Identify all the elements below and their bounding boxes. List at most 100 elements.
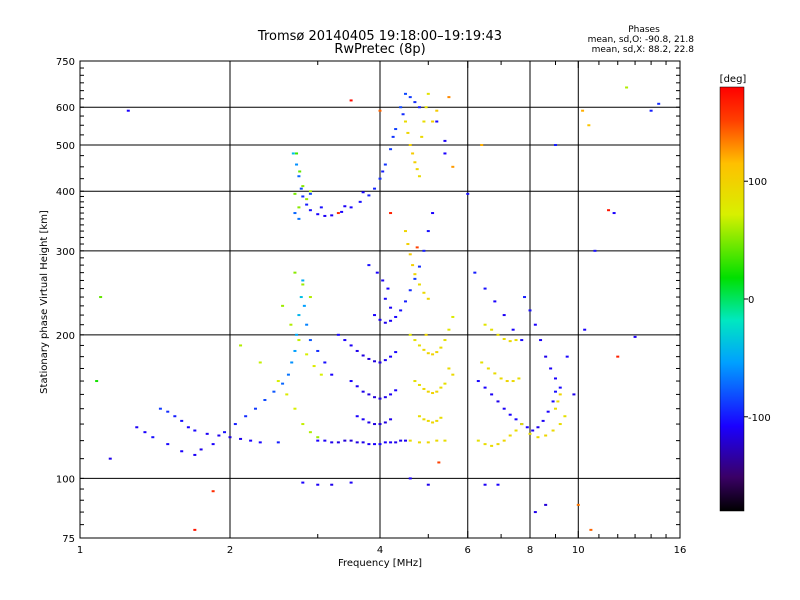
data-point-o — [301, 279, 305, 282]
data-point-o — [299, 187, 303, 190]
data-point-o — [316, 349, 320, 352]
data-point-x — [581, 109, 585, 112]
data-point-o — [373, 187, 377, 190]
data-point-o — [166, 410, 170, 413]
data-point-o — [473, 271, 477, 274]
data-point-o — [483, 287, 487, 290]
data-point-o — [389, 393, 393, 396]
data-point-x — [308, 296, 312, 299]
x-tick-label: 16 — [674, 545, 687, 556]
data-point-x — [413, 380, 417, 383]
data-point-o — [323, 214, 327, 217]
data-point-x — [417, 344, 421, 347]
y-tick-label: 300 — [56, 247, 75, 258]
data-point-x — [607, 209, 611, 212]
data-point-o — [173, 415, 177, 418]
data-point-o — [383, 421, 387, 424]
data-point-x — [316, 436, 320, 439]
data-point-o — [158, 407, 162, 410]
data-point-o — [336, 333, 340, 336]
data-point-o — [533, 323, 537, 326]
data-point-o — [367, 443, 371, 446]
data-point-o — [383, 396, 387, 399]
data-point-o — [394, 351, 398, 354]
data-point-x — [508, 340, 512, 343]
data-point-o — [426, 483, 430, 486]
data-point-o — [383, 321, 387, 324]
data-point-o — [383, 297, 387, 300]
data-point-o — [239, 437, 243, 440]
data-point-o — [435, 120, 439, 123]
data-point-x — [451, 315, 455, 318]
data-point-o — [330, 441, 334, 444]
data-point-o — [399, 106, 403, 109]
data-point-o — [383, 441, 387, 444]
data-point-x — [589, 528, 593, 531]
data-point-x — [499, 377, 503, 380]
data-point-o — [381, 279, 385, 282]
data-point-o — [413, 101, 417, 104]
data-point-x — [422, 348, 426, 351]
data-point-x — [403, 120, 407, 123]
data-point-x — [258, 361, 262, 364]
data-point-x — [281, 304, 285, 307]
data-point-o — [525, 426, 529, 429]
data-point-o — [361, 441, 365, 444]
data-point-x — [483, 323, 487, 326]
data-point-o — [361, 191, 365, 194]
y-tick-label: 750 — [56, 57, 75, 68]
data-point-x — [551, 429, 555, 432]
data-point-o — [389, 306, 393, 309]
data-point-x — [408, 253, 412, 256]
data-point-o — [305, 323, 309, 326]
data-point-x — [389, 212, 393, 215]
data-point-x — [563, 415, 567, 418]
data-point-x — [417, 283, 421, 286]
data-point-o — [223, 431, 227, 434]
data-point-o — [502, 407, 506, 410]
data-point-x — [587, 124, 591, 127]
data-point-o — [166, 443, 170, 446]
data-point-o — [408, 96, 412, 99]
data-point-x — [431, 120, 435, 123]
grid-lines — [80, 61, 680, 538]
data-point-x — [443, 439, 447, 442]
data-point-x — [426, 92, 430, 95]
data-point-o — [180, 419, 184, 422]
data-point-o — [544, 503, 548, 506]
data-point-x — [496, 443, 500, 446]
data-point-o — [657, 102, 661, 105]
data-point-x — [420, 135, 424, 138]
data-point-x — [408, 143, 412, 146]
data-point-o — [281, 382, 285, 385]
data-point-o — [399, 309, 403, 312]
data-point-x — [411, 264, 415, 267]
colorbar — [719, 86, 745, 512]
data-point-x — [297, 339, 301, 342]
data-point-o — [301, 195, 305, 198]
data-point-x — [435, 390, 439, 393]
y-tick-label: 100 — [56, 474, 75, 485]
data-point-x — [403, 230, 407, 233]
data-point-x — [480, 143, 484, 146]
data-point-o — [531, 429, 535, 432]
data-point-o — [417, 106, 421, 109]
data-point-o — [367, 264, 371, 267]
data-point-x — [490, 444, 494, 447]
phase-stats-o: mean, sd,O: -90.8, 21.8 — [588, 35, 695, 45]
data-point-x — [447, 96, 451, 99]
data-point-x — [349, 99, 353, 102]
data-point-o — [649, 109, 653, 112]
data-point-o — [394, 389, 398, 392]
data-point-o — [367, 357, 371, 360]
data-point-x — [443, 339, 447, 342]
data-point-x — [301, 423, 305, 426]
y-tick-label: 200 — [56, 331, 75, 342]
data-point-o — [290, 361, 294, 364]
data-point-o — [483, 483, 487, 486]
data-point-x — [439, 416, 443, 419]
data-point-o — [389, 441, 393, 444]
data-point-o — [330, 373, 334, 376]
data-point-o — [151, 436, 155, 439]
